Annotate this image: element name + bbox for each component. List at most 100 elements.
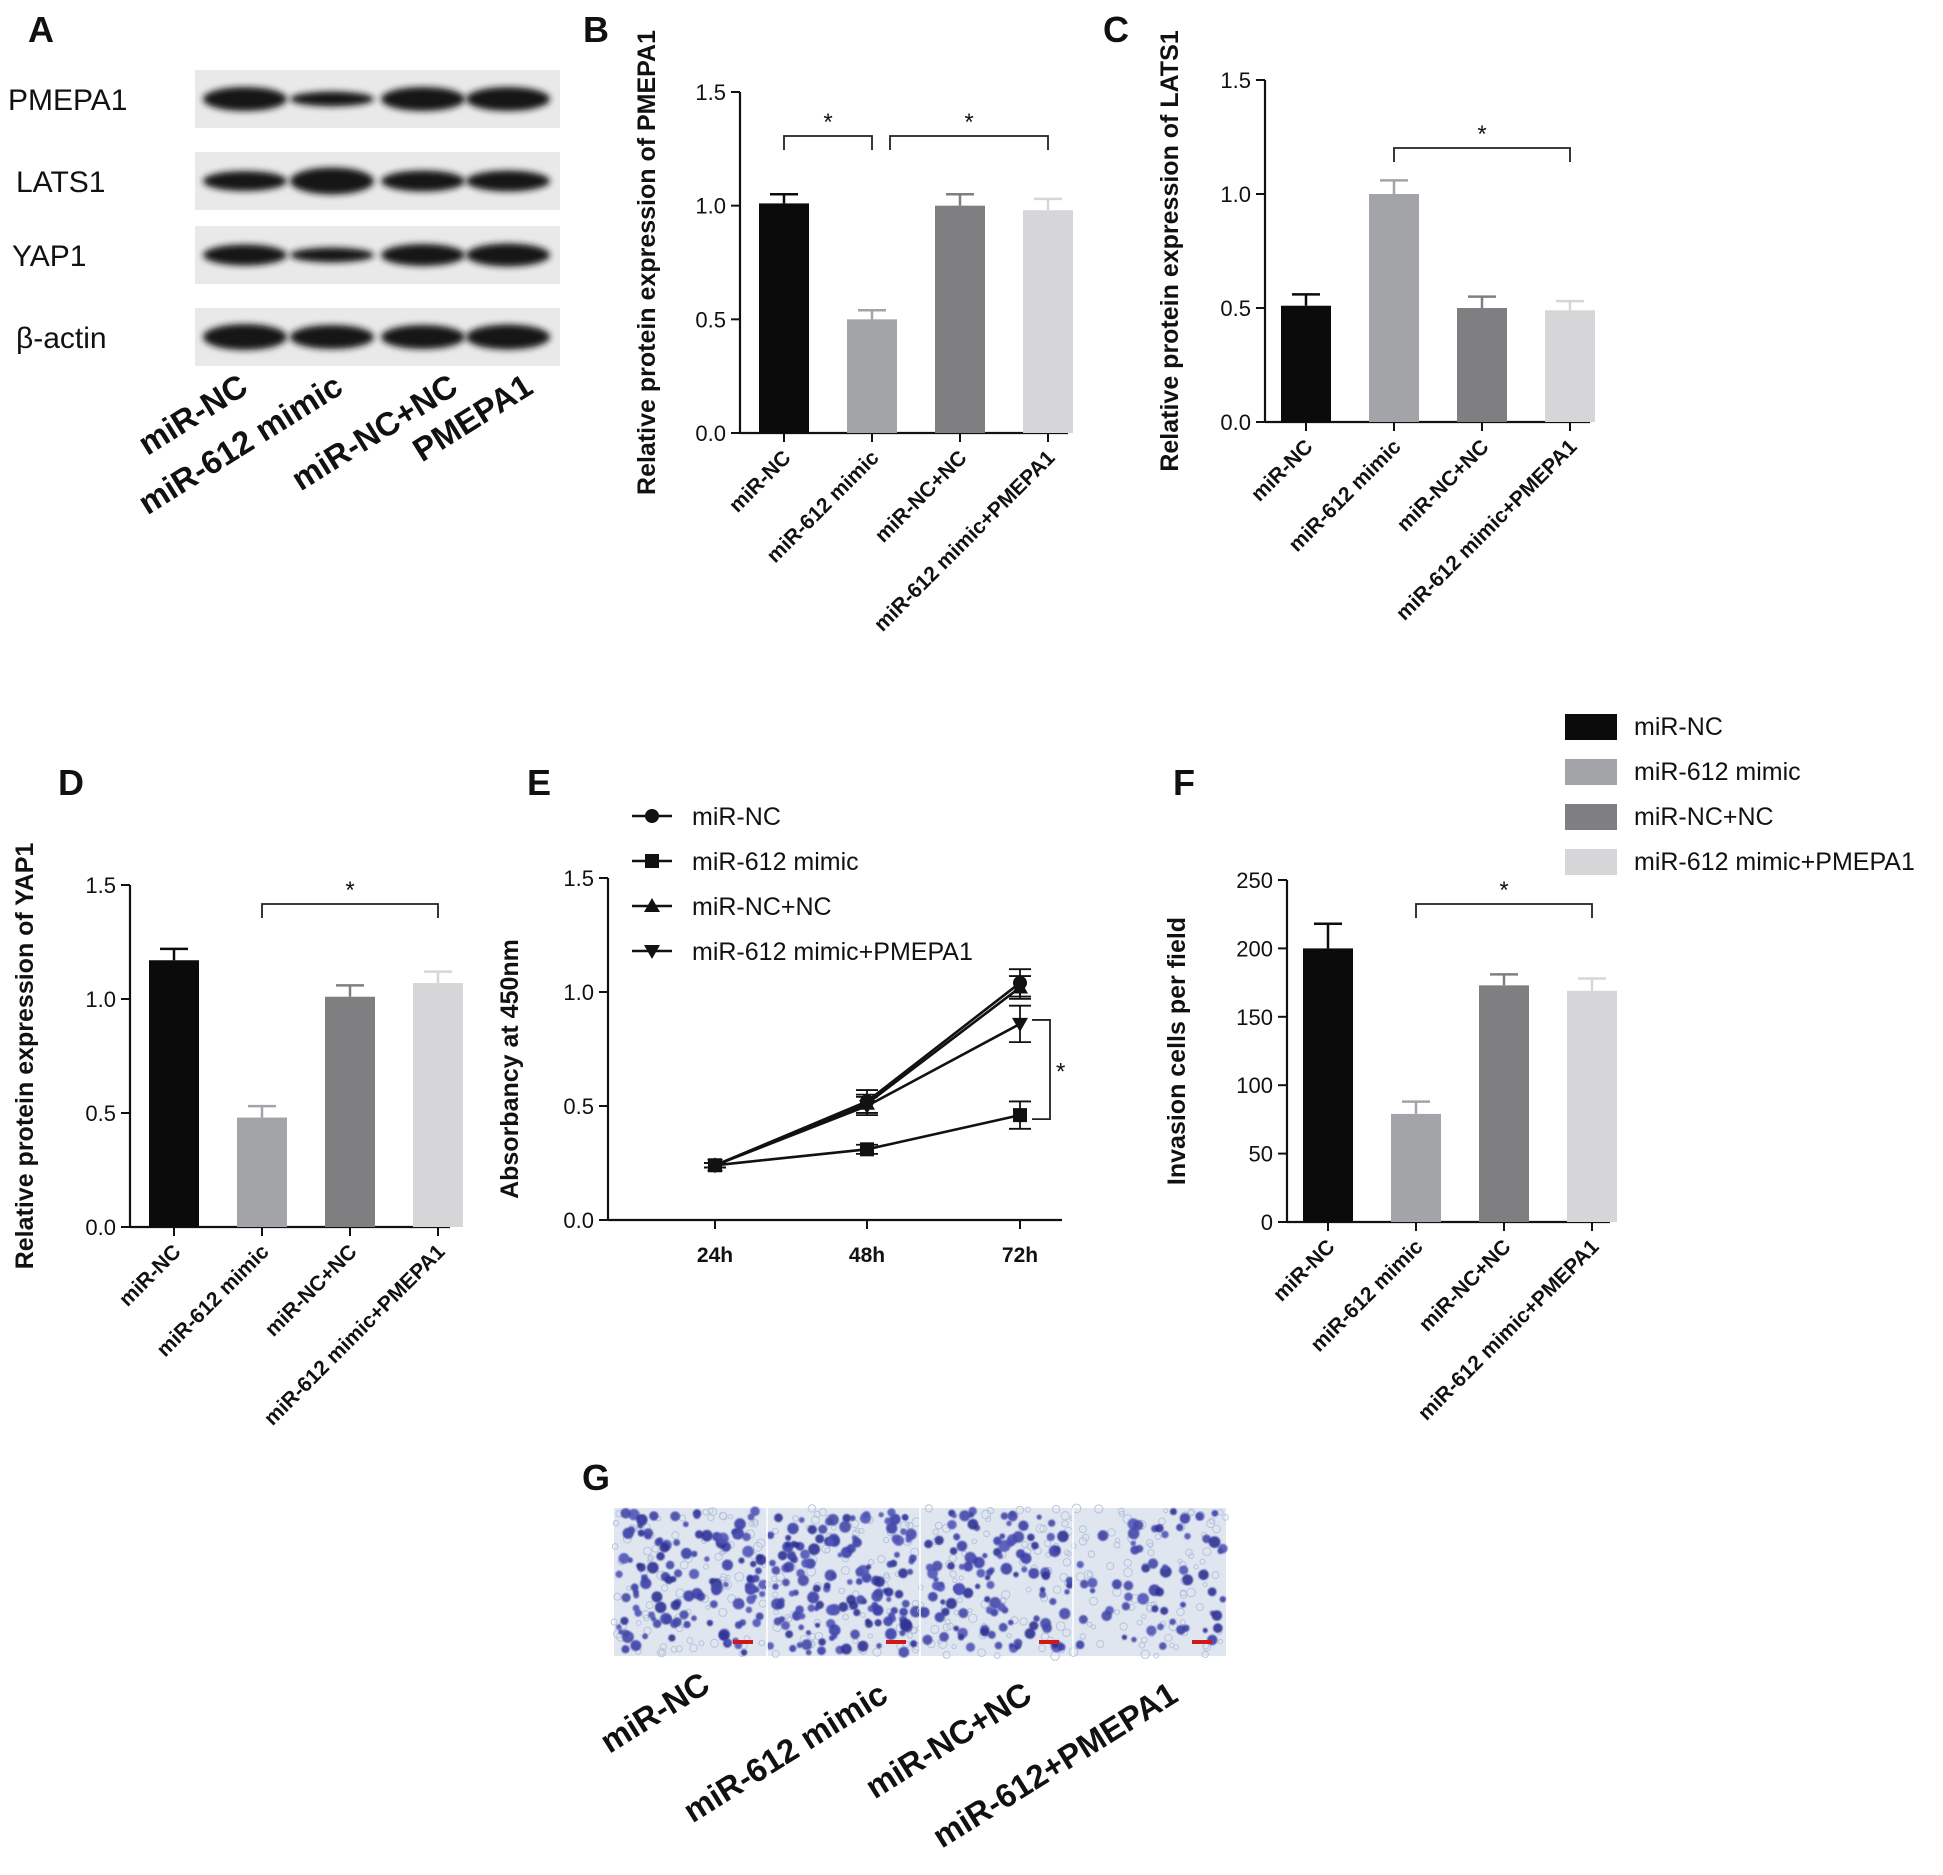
significance-bracket: * [261,877,439,918]
stained-cell [670,1511,681,1522]
legend-label: miR-NC+NC [1634,803,1774,831]
panel-b-pmepa1-chart: B 0.0 0.5 1.0 1.5 Relative protein expressio… [583,9,1073,636]
blot-row-label: LATS1 [16,166,106,199]
stained-cell [709,1600,718,1609]
x-tick-label: 48h [849,1244,885,1267]
stained-cell [750,1560,757,1568]
y-axis-label: Invasion cells per field [1163,917,1191,1185]
bar-mir-nc-nc [325,996,375,1227]
stained-cell [967,1518,979,1530]
blot-band [203,324,287,350]
stained-cell [1012,1531,1025,1543]
series-mir-nc-nc [704,975,1031,1172]
stained-cell [842,1513,852,1523]
stained-cell [958,1563,965,1570]
stained-cell [922,1634,933,1645]
stained-cell [721,1559,734,1571]
panel-label-a: A [28,9,54,50]
stained-cell [1180,1601,1186,1608]
stained-cell [848,1600,859,1610]
stained-cell [766,1531,775,1540]
stained-cell [740,1649,748,1656]
stained-cell [1057,1643,1066,1651]
stained-cell [640,1577,652,1590]
stained-cell [706,1619,714,1627]
significance-star: * [1056,1059,1065,1086]
y-tick-label: 150 [1236,1005,1273,1030]
stained-cell [752,1618,761,1628]
stained-cell [1130,1540,1136,1546]
stained-cell [853,1608,861,1617]
stained-cell [1080,1579,1089,1589]
membrane-pore [882,1536,890,1544]
membrane-pore [983,1530,991,1538]
stained-cell [718,1630,730,1641]
stained-cell [998,1540,1011,1552]
stained-cell [1057,1530,1069,1543]
significance-bracket: * [1415,877,1593,918]
stained-cell [644,1532,652,1540]
data-point-mir-612-mimic [860,1142,874,1157]
stained-cell [637,1563,646,1572]
stained-cell [734,1621,743,1629]
stained-cell [1042,1623,1052,1634]
stained-cell [774,1513,783,1523]
membrane-pore [1118,1510,1126,1517]
membrane-pore [1079,1633,1087,1640]
y-axis-label: Relative protein expression of YAP1 [11,843,39,1270]
stained-cell [934,1612,945,1623]
membrane-pore [985,1516,992,1523]
stained-cell [621,1645,630,1654]
blot-band [381,87,465,111]
membrane-pore [1206,1518,1216,1529]
stained-cell [968,1512,975,1518]
stained-cell [1151,1605,1159,1613]
membrane-pore [714,1552,723,1561]
stained-cell [814,1622,821,1628]
membrane-pore [689,1643,698,1653]
stained-cell [651,1591,663,1603]
membrane-pore [728,1514,734,1520]
membrane-pore [1062,1557,1072,1567]
legend-label: miR-NC [1634,713,1723,741]
stained-cell [704,1556,710,1562]
membrane-pore [1123,1567,1133,1578]
membrane-pore [1086,1621,1093,1628]
panel-label-c: C [1103,9,1129,50]
stained-cell [693,1512,700,1520]
stained-cell [807,1525,817,1535]
y-tick-label: 1.5 [563,866,594,891]
y-tick-label: 50 [1249,1142,1273,1167]
membrane-pore [751,1520,759,1528]
stained-cell [798,1612,806,1620]
membrane-pore [1078,1536,1088,1546]
stained-cell [1029,1621,1039,1631]
data-point-mir-nc-nc [644,898,660,912]
stained-cell [1101,1610,1112,1622]
panel-label-e: E [527,762,551,803]
stained-cell [1131,1636,1137,1643]
panel-e-absorbancy-line-chart: E 0.0 0.5 1.0 1.5 24h 48h 72h Absorbancy at 450… [496,762,1065,1267]
membrane-pore [1114,1537,1121,1544]
membrane-pore [718,1607,728,1617]
membrane-pore [698,1640,705,1647]
membrane-pore [1081,1533,1090,1542]
stained-cell [637,1529,645,1537]
significance-bracket: * [783,109,873,150]
membrane-pore [1141,1613,1147,1620]
stained-cell [957,1634,965,1641]
stained-cell [1059,1608,1071,1620]
x-tick-label: miR-612 mimic+PMEPA1 [1392,435,1582,625]
y-tick-label: 0 [1261,1210,1273,1235]
bar-mir-612-mimic-pmepa1 [413,983,463,1227]
x-tick-label: miR-NC [115,1240,186,1311]
stained-cell [801,1639,813,1651]
stained-cell [1121,1602,1131,1611]
membrane-pore [1211,1571,1220,1580]
stained-cell [1184,1532,1191,1540]
stained-cell [615,1570,623,1578]
stained-cell [1182,1574,1194,1586]
membrane-pore [642,1546,652,1556]
stained-cell [1217,1548,1224,1555]
stained-cell [818,1524,828,1534]
